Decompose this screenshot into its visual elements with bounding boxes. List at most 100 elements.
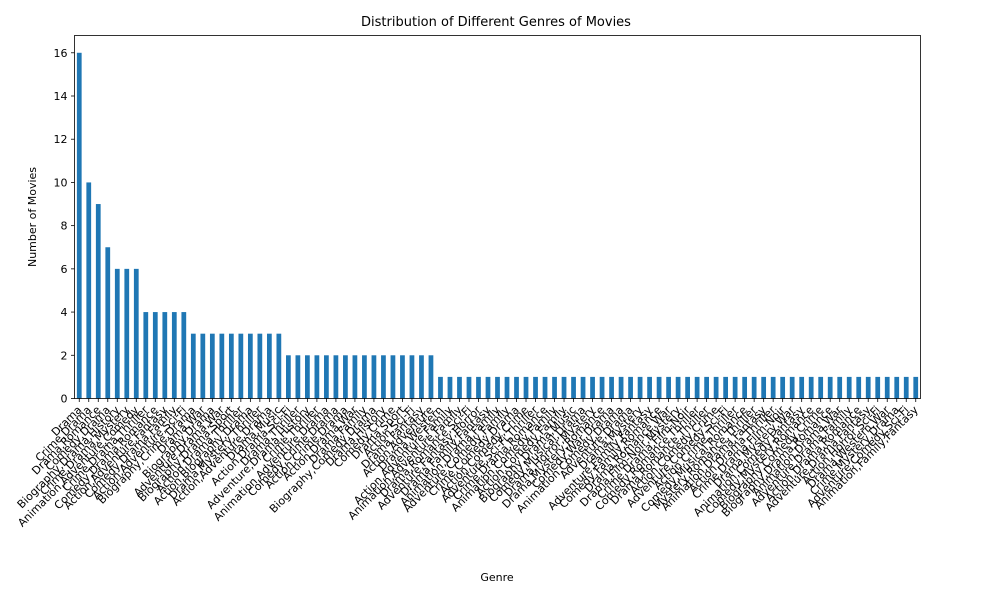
bar	[723, 376, 729, 399]
bar	[162, 312, 168, 399]
x-axis: DramaCrime,DramaDrama,RomanceComedy,Dram…	[15, 398, 921, 530]
y-tick-label: 4	[61, 306, 68, 319]
bar	[618, 376, 624, 399]
bar	[514, 376, 519, 399]
y-tick-label: 6	[61, 263, 68, 276]
bar	[571, 376, 576, 399]
bar	[314, 355, 320, 399]
bar	[846, 376, 852, 399]
y-tick-label: 12	[54, 133, 68, 146]
bar	[590, 376, 595, 399]
bar	[894, 376, 900, 399]
bar	[381, 355, 386, 399]
bar	[732, 376, 738, 399]
y-tick-label: 8	[61, 220, 68, 233]
bar	[495, 376, 500, 399]
y-tick-label: 0	[61, 393, 68, 406]
bar	[447, 376, 453, 399]
bar	[485, 376, 491, 399]
bar	[171, 312, 177, 399]
bar	[561, 376, 567, 399]
bar	[637, 376, 643, 399]
bar	[609, 376, 614, 399]
bar	[675, 376, 681, 399]
bar	[247, 333, 253, 399]
bar	[856, 376, 862, 399]
bar	[903, 376, 909, 399]
bar	[209, 333, 215, 399]
bar	[476, 376, 481, 399]
bar	[286, 355, 291, 399]
bar	[523, 376, 529, 399]
bar	[694, 376, 700, 399]
bar	[704, 376, 709, 399]
bar	[238, 333, 244, 399]
bar	[751, 376, 757, 399]
bar	[400, 355, 405, 399]
bars-layer	[76, 52, 919, 399]
bar	[542, 376, 548, 399]
bar	[190, 333, 196, 399]
bar	[362, 355, 367, 399]
y-axis: 0 2 4 6 8 10 12 14 16	[54, 47, 75, 406]
y-tick-label: 16	[54, 47, 68, 60]
bar	[276, 333, 282, 399]
y-tick-label: 2	[61, 349, 68, 362]
bar	[884, 376, 890, 399]
bar	[105, 247, 111, 399]
bar	[438, 376, 443, 399]
y-tick-label: 10	[54, 176, 68, 189]
y-axis-label: Number of Movies	[26, 167, 39, 267]
bar	[504, 376, 510, 399]
bar	[95, 204, 101, 399]
bar	[628, 376, 633, 399]
bar	[913, 376, 919, 399]
bar	[324, 355, 329, 399]
bar	[875, 376, 881, 399]
bar	[419, 355, 424, 399]
bar	[533, 376, 538, 399]
y-tick-label: 14	[54, 90, 68, 103]
bar	[685, 376, 690, 399]
bar	[152, 312, 158, 399]
bar	[200, 333, 206, 399]
bar	[219, 333, 225, 399]
bar	[837, 376, 843, 399]
bar	[647, 376, 652, 399]
bar	[742, 376, 748, 399]
bar	[580, 376, 586, 399]
bar	[305, 355, 310, 399]
chart-title: Distribution of Different Genres of Movi…	[361, 15, 631, 30]
bar	[818, 376, 824, 399]
bar	[266, 333, 272, 399]
bar	[808, 376, 814, 399]
bar	[799, 376, 805, 399]
bar	[599, 376, 605, 399]
bar	[552, 376, 557, 399]
bar	[409, 355, 415, 399]
bar	[86, 182, 92, 399]
bar	[780, 376, 786, 399]
bar	[761, 376, 767, 399]
bar	[666, 376, 671, 399]
bar	[428, 355, 434, 399]
bar	[713, 376, 719, 399]
bar	[124, 268, 130, 399]
x-axis-label: Genre	[480, 571, 514, 584]
bar	[466, 376, 472, 399]
bar	[143, 312, 149, 399]
bar	[656, 376, 662, 399]
bar	[181, 312, 187, 399]
bar	[827, 376, 833, 399]
bar	[343, 355, 348, 399]
bar	[257, 333, 263, 399]
bar	[228, 333, 234, 399]
bar	[133, 268, 139, 399]
bar	[76, 52, 82, 399]
bar	[770, 376, 776, 399]
bar	[865, 376, 871, 399]
bar	[352, 355, 358, 399]
plot-frame	[74, 35, 921, 399]
